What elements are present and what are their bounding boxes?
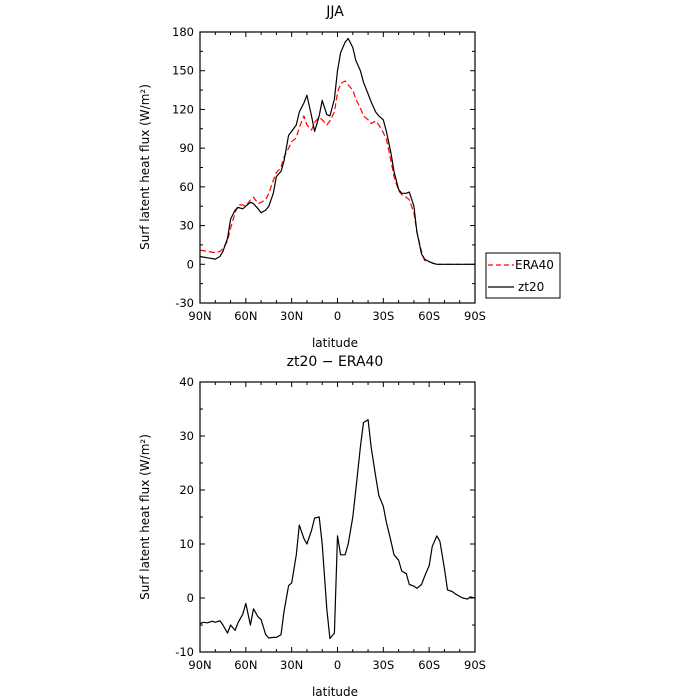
y-axis-label: Surf latent heat flux (W/m²) (138, 434, 152, 600)
x-tick-label: 0 (334, 309, 341, 323)
x-tick-label: 30N (280, 309, 303, 323)
x-tick-label: 60S (418, 309, 440, 323)
y-tick-label: 20 (179, 483, 194, 497)
series-line-zt20 (199, 37, 475, 265)
x-tick-label: 60S (418, 658, 440, 672)
x-tick-label: 30N (280, 658, 303, 672)
panel-title: zt20 − ERA40 (287, 354, 384, 370)
y-axis-label: Surf latent heat flux (W/m²) (138, 84, 152, 250)
y-tick-label: 0 (187, 591, 194, 605)
y-tick-label: -10 (175, 645, 194, 659)
y-tick-label: 120 (172, 102, 194, 116)
series-group (199, 419, 476, 640)
x-tick-label: 0 (334, 658, 341, 672)
y-tick-label: 180 (172, 25, 194, 39)
y-tick-label: -30 (175, 296, 194, 310)
legend-box (485, 252, 561, 299)
y-tick-label: 60 (179, 180, 194, 194)
x-tick-label: 60N (234, 309, 257, 323)
x-tick-label: 30S (372, 658, 394, 672)
legend-label-zt20: zt20 (518, 280, 544, 294)
y-tick-label: 0 (187, 257, 194, 271)
panel-title: JJA (325, 4, 344, 20)
y-tick-label: 150 (172, 64, 194, 78)
series-group (199, 37, 475, 265)
x-tick-label: 90S (464, 658, 486, 672)
x-axis-label: latitude (312, 336, 358, 350)
legend: ERA40 zt20 (485, 252, 561, 299)
x-tick-label: 30S (372, 309, 394, 323)
x-tick-label: 90N (188, 309, 211, 323)
panel-difference: zt20 − ERA40 -10 0 10 20 30 40 90N 60N 30N 0 30S 60… (138, 354, 486, 699)
plot-frame (199, 381, 476, 653)
y-tick-label: 30 (179, 219, 194, 233)
y-tick-label: 40 (179, 375, 194, 389)
y-tick-label: 90 (179, 141, 194, 155)
series-line-difference (199, 419, 476, 640)
x-tick-label: 60N (234, 658, 257, 672)
legend-label-era40: ERA40 (515, 258, 554, 272)
panel-jja: JJA -30 0 30 60 90 120 150 180 90N 60N 30N 0 30S 60S 9… (138, 4, 486, 350)
axis-ticks: -30 0 30 60 90 120 150 180 90N 60N 30N 0 30S 60S 90S (172, 25, 486, 323)
series-line-era40 (199, 80, 475, 265)
x-tick-label: 90N (188, 658, 211, 672)
axis-ticks: -10 0 10 20 30 40 90N 60N 30N 0 30S 60S 90S (175, 375, 486, 672)
y-tick-label: 30 (179, 429, 194, 443)
y-tick-label: 10 (179, 537, 194, 551)
x-tick-label: 90S (464, 309, 486, 323)
x-axis-label: latitude (312, 685, 358, 699)
